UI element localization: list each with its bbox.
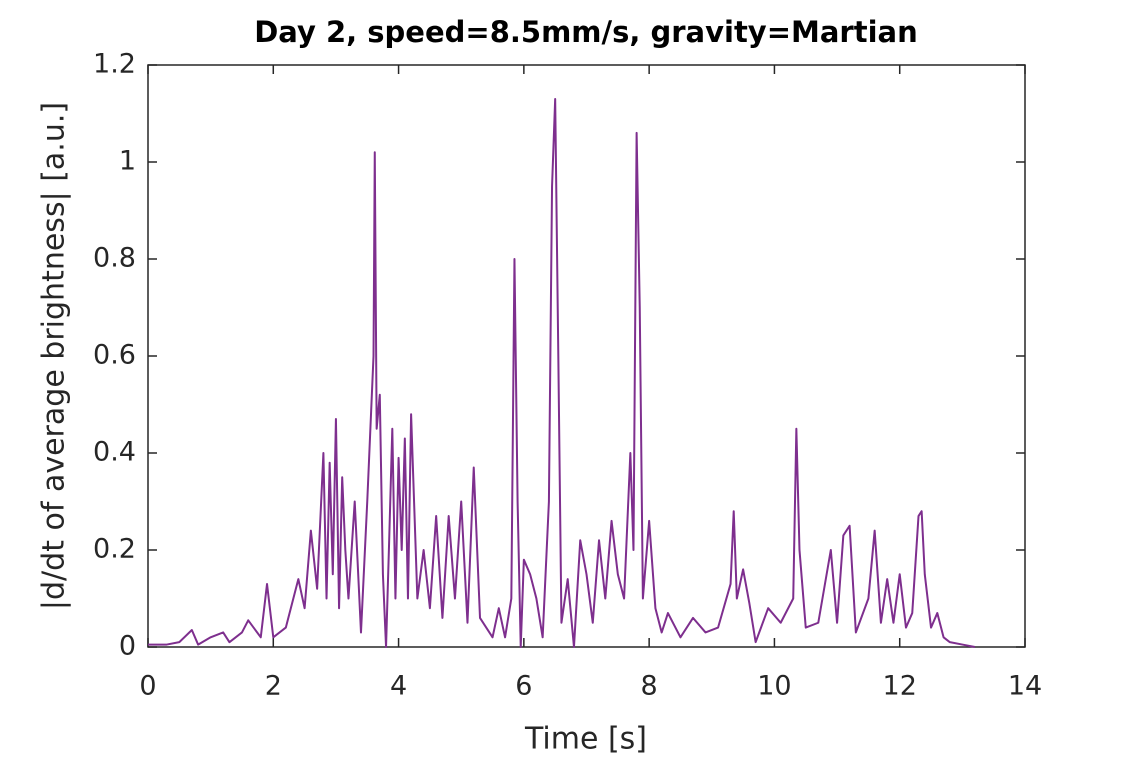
x-axis-label: Time [s] xyxy=(524,722,647,757)
y-tick-label: 0 xyxy=(119,631,136,662)
data-line xyxy=(148,97,976,648)
x-tick-label: 6 xyxy=(515,671,532,702)
x-tick-label: 14 xyxy=(1008,671,1042,702)
y-tick-label: 0.6 xyxy=(93,340,136,371)
y-tick-label: 0.4 xyxy=(93,437,136,468)
y-tick-label: 1 xyxy=(119,146,136,177)
y-tick-label: 0.8 xyxy=(93,243,136,274)
chart-title: Day 2, speed=8.5mm/s, gravity=Martian xyxy=(254,15,918,49)
x-tick-label: 2 xyxy=(265,671,282,702)
x-tick-label: 8 xyxy=(641,671,658,702)
y-tick-label: 1.2 xyxy=(93,49,136,80)
x-tick-label: 10 xyxy=(757,671,791,702)
y-axis-label: |d/dt of average brightness| [a.u.] xyxy=(37,102,72,610)
x-tick-label: 0 xyxy=(139,671,156,702)
y-tick-label: 0.2 xyxy=(93,534,136,565)
x-tick-label: 12 xyxy=(883,671,917,702)
plot-frame xyxy=(147,64,1026,648)
x-tick-label: 4 xyxy=(390,671,407,702)
